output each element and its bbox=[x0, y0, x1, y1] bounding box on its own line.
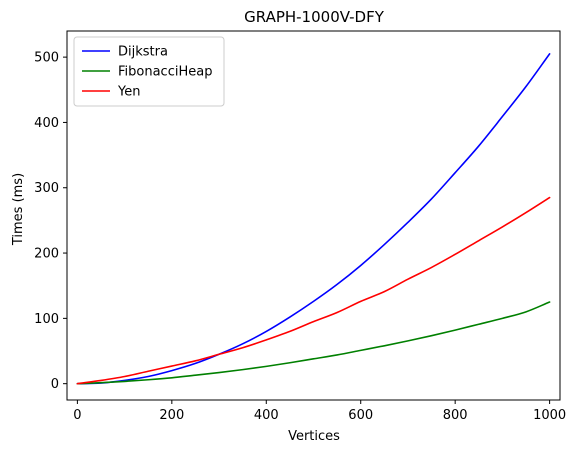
legend-label-fibonacciheap: FibonacciHeap bbox=[118, 65, 212, 80]
legend-label-yen: Yen bbox=[117, 85, 140, 100]
axes: 0 200 400 600 800 1000 0 100 200 300 400 500 bbox=[34, 30, 566, 423]
x-tick-label: 800 bbox=[443, 408, 468, 423]
x-tick-label: 600 bbox=[348, 408, 373, 423]
legend-box bbox=[73, 36, 225, 107]
x-tick-label: 1000 bbox=[533, 408, 566, 423]
y-tick-label: 0 bbox=[51, 377, 59, 392]
series-line-dijkstra bbox=[76, 53, 551, 385]
chart-title: GRAPH-1000V-DFY bbox=[244, 8, 385, 26]
y-tick-label: 300 bbox=[34, 181, 59, 196]
plot-area bbox=[76, 53, 551, 385]
x-tick-label: 0 bbox=[73, 408, 81, 423]
series-line-fibonacciheap bbox=[76, 301, 551, 385]
legend: Dijkstra FibonacciHeap Yen bbox=[73, 36, 225, 107]
y-tick-label: 100 bbox=[34, 312, 59, 327]
axes-frame bbox=[66, 30, 561, 401]
x-tick-label: 200 bbox=[159, 408, 184, 423]
legend-label-dijkstra: Dijkstra bbox=[118, 45, 168, 60]
y-tick-label: 200 bbox=[34, 247, 59, 262]
series-line-yen bbox=[76, 196, 551, 385]
y-tick-label: 400 bbox=[34, 116, 59, 131]
chart-text: GRAPH-1000V-DFY Vertices Times (ms) bbox=[11, 8, 385, 444]
x-tick-label: 400 bbox=[254, 408, 279, 423]
x-axis-label: Vertices bbox=[288, 429, 340, 444]
y-axis-label: Times (ms) bbox=[11, 173, 26, 246]
y-tick-label: 500 bbox=[34, 51, 59, 66]
